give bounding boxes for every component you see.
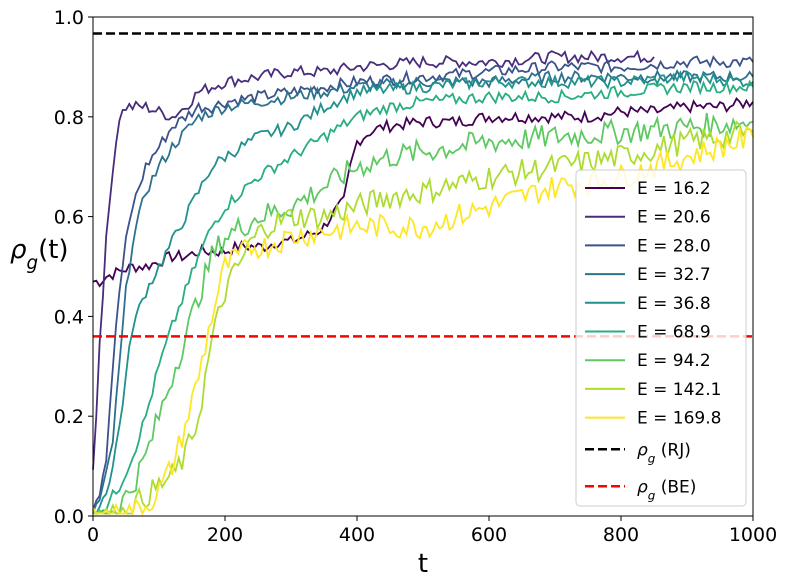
series-line-2 xyxy=(92,49,655,470)
series-line-6 xyxy=(92,79,754,515)
legend-label-ref-2: ρg (BE) xyxy=(637,477,696,502)
y-tick-label: 0.2 xyxy=(54,406,84,428)
y-axis-ticks: 0.0 0.2 0.4 0.6 0.8 1.0 xyxy=(54,7,93,528)
legend: E = 16.2 E = 20.6 E = 28.0 E = 32.7 E = 36.8… xyxy=(575,169,747,507)
series-line-5 xyxy=(92,70,754,515)
series-line-4 xyxy=(92,68,754,514)
series-line-8 xyxy=(93,120,754,516)
y-tick-label: 0.4 xyxy=(54,306,84,328)
y-tick-label: 1.0 xyxy=(54,7,84,29)
x-tick-label: 600 xyxy=(471,524,507,546)
legend-label-7: E = 94.2 xyxy=(637,351,711,371)
legend-label-ref-1: ρg (RJ) xyxy=(637,440,691,465)
series-line-3 xyxy=(92,55,754,511)
x-axis-ticks: 0 200 400 600 800 1000 xyxy=(87,516,777,546)
x-tick-label: 800 xyxy=(603,524,639,546)
legend-label-8: E = 142.1 xyxy=(637,380,721,400)
y-tick-label: 0.8 xyxy=(54,107,84,129)
legend-label-2: E = 20.6 xyxy=(637,208,711,228)
x-tick-label: 200 xyxy=(207,524,243,546)
series-layer xyxy=(92,49,754,517)
legend-label-4: E = 32.7 xyxy=(637,265,711,285)
legend-label-5: E = 36.8 xyxy=(637,294,711,314)
plot-frame xyxy=(92,16,754,517)
y-axis-label: ρg(t) xyxy=(10,235,69,274)
y-tick-label: 0.0 xyxy=(54,506,84,528)
x-tick-label: 0 xyxy=(87,524,99,546)
legend-label-1: E = 16.2 xyxy=(637,179,711,199)
legend-label-9: E = 169.8 xyxy=(637,409,721,429)
y-tick-label: 0.6 xyxy=(54,207,84,229)
legend-box xyxy=(575,169,747,507)
legend-label-3: E = 28.0 xyxy=(637,236,711,256)
legend-label-6: E = 68.9 xyxy=(637,323,711,343)
series-line-7 xyxy=(92,112,754,515)
x-tick-label: 1000 xyxy=(729,524,777,546)
x-tick-label: 400 xyxy=(339,524,375,546)
x-axis-label: t xyxy=(418,549,428,579)
